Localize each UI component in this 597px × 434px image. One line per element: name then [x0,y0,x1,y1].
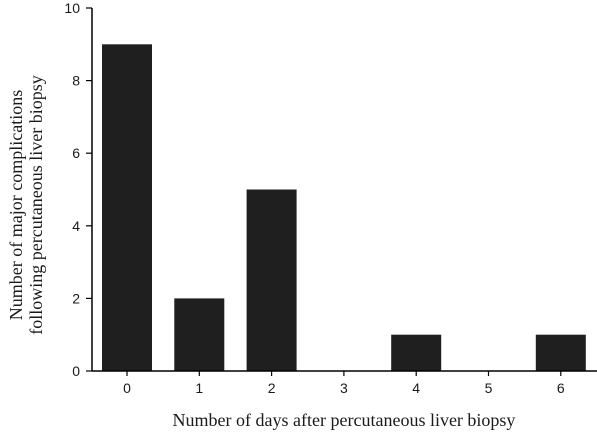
y-tick-label: 10 [64,0,80,16]
x-tick-label: 5 [485,380,493,396]
y-axis-title-line-2: following percutaneous liver biopsy [26,75,46,334]
x-tick-label: 1 [195,380,203,396]
bar-6 [535,334,586,371]
y-axis-title-line-1: Number of major complications [6,90,26,320]
y-tick-label: 0 [72,363,80,379]
x-tick-label: 4 [412,380,420,396]
x-tick-label: 2 [268,380,276,396]
bar-1 [174,298,225,371]
x-axis-ticks: 0 1 2 3 4 5 6 [123,371,565,396]
x-tick-label: 0 [123,380,131,396]
y-tick-label: 4 [72,218,80,234]
y-tick-label: 8 [72,73,80,89]
x-axis-title: Number of days after percutaneous liver … [173,410,516,430]
x-tick-label: 6 [557,380,565,396]
bar-0 [102,44,152,372]
bar-2 [246,189,297,371]
y-axis-ticks: 0 2 4 6 8 10 [64,0,92,379]
y-tick-label: 2 [72,290,80,306]
plot-area [102,44,586,372]
x-tick-label: 3 [340,380,348,396]
y-tick-label: 6 [72,145,80,161]
bar-4 [391,334,442,371]
